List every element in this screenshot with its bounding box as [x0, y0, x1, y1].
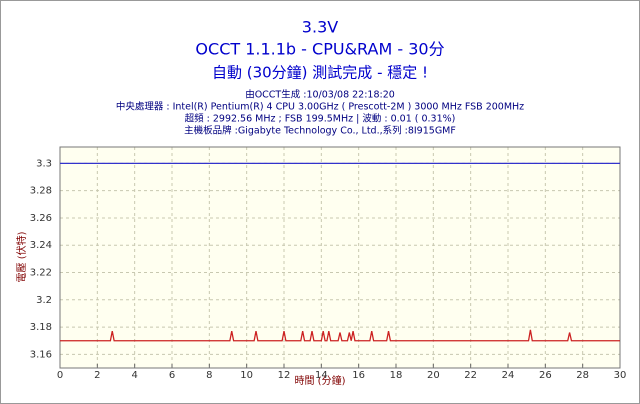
- chart-subtitle: OCCT 1.1.1b - CPU&RAM - 30分: [195, 40, 444, 59]
- x-tick-label: 12: [278, 370, 291, 381]
- status: 自動 (30分鐘) 測試完成 - 穩定 !: [212, 64, 428, 82]
- info-line: 中央處理器 : Intel(R) Pentium(R) 4 CPU 3.00GH…: [116, 101, 524, 113]
- info-line: 超頻 : 2992.56 MHz ; FSB 199.5MHz | 波動 : 0…: [185, 113, 456, 125]
- info-line: 由OCCT生成 :10/03/08 22:18:20: [245, 89, 395, 101]
- x-tick-label: 16: [352, 370, 365, 381]
- chart-title: 3.3V: [302, 18, 338, 37]
- plot-area: [60, 147, 620, 368]
- x-tick-label: 24: [502, 370, 515, 381]
- series-line: [60, 329, 620, 342]
- x-tick-label: 14: [315, 370, 328, 381]
- y-tick-label: 3.22: [30, 268, 52, 279]
- x-tick-label: 10: [240, 370, 253, 381]
- x-tick-label: 28: [576, 370, 589, 381]
- x-tick-label: 0: [57, 370, 63, 381]
- y-tick-label: 3.2: [36, 295, 52, 306]
- x-tick-label: 6: [169, 370, 175, 381]
- y-tick-label: 3.18: [30, 322, 52, 333]
- x-tick-label: 26: [539, 370, 552, 381]
- x-tick-label: 4: [131, 370, 137, 381]
- x-tick-label: 30: [614, 370, 627, 381]
- y-tick-label: 3.26: [30, 213, 52, 224]
- x-tick-label: 22: [464, 370, 477, 381]
- x-axis-label: 時間 (分鐘): [295, 374, 346, 387]
- y-tick-label: 3.24: [30, 240, 52, 251]
- x-tick-label: 8: [206, 370, 212, 381]
- y-tick-label: 3.3: [36, 158, 52, 169]
- x-tick-label: 2: [94, 370, 100, 381]
- y-tick-label: 3.16: [30, 349, 52, 360]
- info-line: 主機板品牌 :Gigabyte Technology Co., Ltd.,系列 …: [184, 125, 456, 137]
- plot-frame: [59, 146, 621, 369]
- x-tick-label: 20: [427, 370, 440, 381]
- x-tick-label: 18: [390, 370, 403, 381]
- y-tick-label: 3.28: [30, 186, 52, 197]
- y-axis-label: 電壓 (伏特): [15, 231, 28, 282]
